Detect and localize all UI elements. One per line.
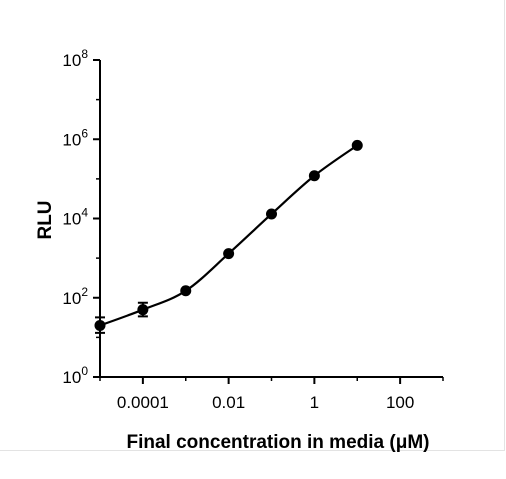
y-tick-label: 106 [62, 126, 88, 149]
x-tick-label: 100 [386, 393, 414, 412]
data-point [137, 304, 149, 316]
figure-frame [0, 0, 505, 451]
y-tick-label: 102 [62, 285, 88, 308]
data-point [308, 170, 320, 182]
y-axis-label: RLU [35, 200, 56, 239]
data-point [180, 285, 192, 297]
y-tick-label: 100 [62, 364, 88, 387]
data-point [94, 319, 106, 331]
x-tick-label: 1 [310, 393, 319, 412]
data-point [266, 208, 277, 220]
data-point [223, 248, 235, 260]
data-points [94, 139, 363, 334]
x-tick-label: 0.0001 [117, 393, 169, 412]
y-tick-label: 108 [62, 47, 88, 70]
y-tick-label: 104 [62, 206, 88, 229]
x-tick-label: 0.01 [212, 393, 245, 412]
x-axis-label: Final concentration in media (μM) [127, 432, 430, 453]
data-point [351, 139, 363, 151]
ticks: 100 102 104 106 108 0.0001 0.01 1 100 [62, 47, 444, 412]
